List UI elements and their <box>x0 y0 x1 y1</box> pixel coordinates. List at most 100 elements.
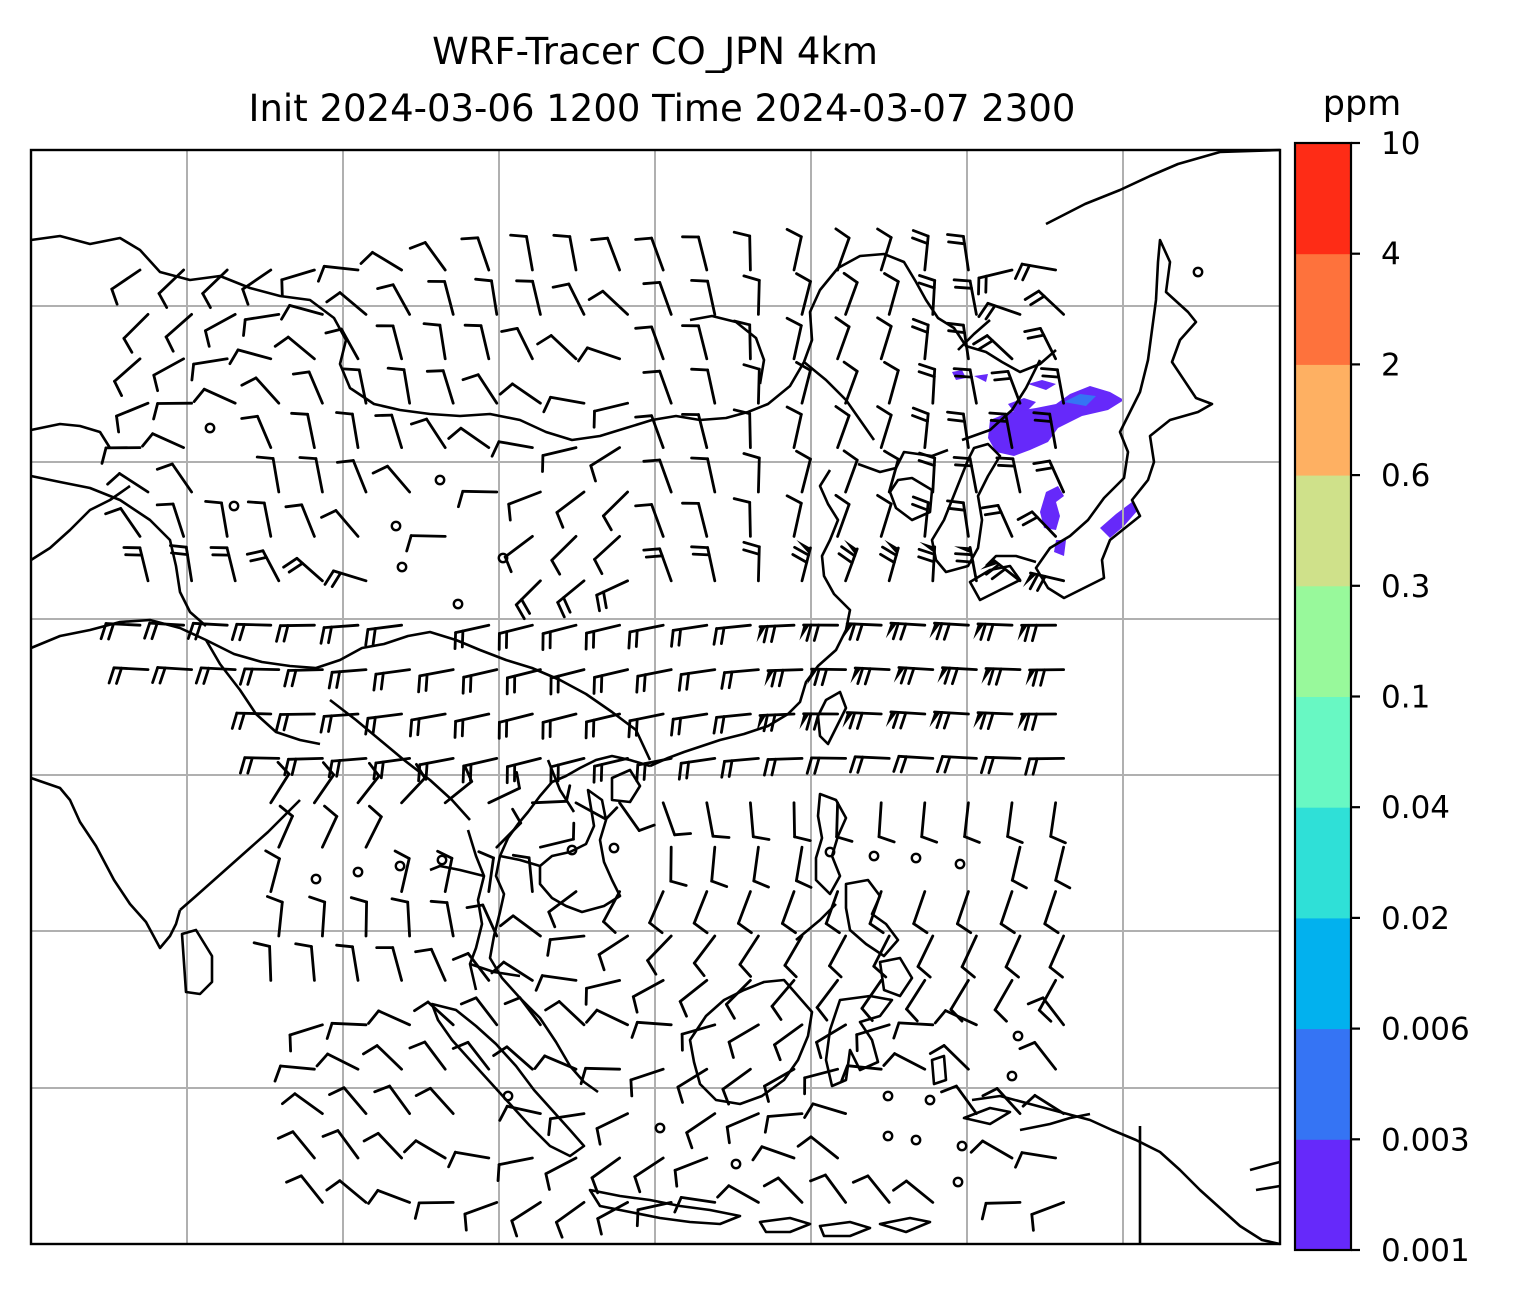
wind-barb <box>763 1067 796 1103</box>
wind-barb <box>592 668 629 695</box>
wind-barb <box>505 757 542 785</box>
wind-barb <box>294 942 316 982</box>
wind-barb <box>749 801 771 841</box>
calm-wind-marker <box>608 842 620 854</box>
colorbar-segment <box>1295 1139 1351 1251</box>
colorbar-tick-label: 2 <box>1381 347 1401 383</box>
wind-barb <box>280 303 324 321</box>
wind-barb <box>912 890 929 935</box>
wind-barb <box>323 569 368 588</box>
wind-barb <box>727 1023 760 1059</box>
wind-barb <box>642 280 673 316</box>
colorbar-tick-label: 0.04 <box>1381 790 1450 826</box>
wind-barb <box>547 890 578 929</box>
wind-barb <box>911 495 930 538</box>
wind-barb <box>690 367 717 405</box>
wind-barb <box>155 462 194 494</box>
wind-barb <box>321 1129 360 1160</box>
wind-barb <box>490 960 534 982</box>
wind-barb <box>842 360 859 405</box>
wind-barb <box>807 667 847 687</box>
calm-wind-marker <box>1006 1070 1018 1082</box>
wind-barb <box>152 357 186 393</box>
wind-barb <box>536 334 578 361</box>
wind-barb <box>115 401 150 434</box>
wind-barb <box>356 761 381 805</box>
calm-wind-marker <box>204 422 216 434</box>
wind-barb <box>425 369 455 405</box>
wind-barb <box>946 321 970 361</box>
wind-barb <box>911 229 930 272</box>
wind-barb <box>487 771 521 805</box>
co-plume-area <box>1100 502 1138 538</box>
wind-barb <box>590 1156 621 1195</box>
wind-barb <box>514 579 542 621</box>
wind-barb <box>1037 979 1057 1023</box>
colorbar: ppm 0.001 0.003 0.006 0.02 0.04 0.1 0.3 0.6 2 4 10 <box>1293 84 1470 1269</box>
wind-barb <box>497 712 534 740</box>
wind-barb <box>595 1112 629 1146</box>
wind-barb <box>690 278 717 316</box>
wind-barb <box>892 1021 935 1040</box>
calm-wind-marker <box>310 873 322 885</box>
wind-barb <box>676 1067 709 1104</box>
calm-wind-marker <box>824 846 836 858</box>
wind-barb <box>242 312 281 337</box>
wind-barb <box>546 934 586 957</box>
wind-barb <box>372 668 412 692</box>
wind-barb <box>498 382 542 405</box>
wind-barb <box>917 362 937 405</box>
wind-barb <box>500 326 534 361</box>
wind-barb <box>1032 459 1065 494</box>
wind-barb <box>630 1020 673 1039</box>
wind-barb <box>367 1009 412 1027</box>
wind-barb <box>627 712 665 739</box>
wind-barb <box>157 268 186 309</box>
wind-barb <box>988 411 1014 450</box>
colorbar-tick-label: 0.02 <box>1381 901 1450 937</box>
wind-barb <box>490 440 534 458</box>
wind-barb <box>555 1201 586 1239</box>
wind-barb <box>544 1000 586 1027</box>
wind-barb <box>100 446 142 465</box>
wind-barb <box>725 1112 760 1145</box>
wind-barb <box>635 668 673 694</box>
wind-barb <box>319 712 360 734</box>
wind-barb <box>371 464 412 494</box>
wind-barb <box>1014 262 1057 282</box>
wind-barb <box>879 539 900 583</box>
wind-barb <box>920 801 939 844</box>
wind-barb <box>791 540 812 583</box>
wind-barb <box>283 668 324 688</box>
calm-wind-marker <box>434 474 446 486</box>
calm-wind-marker <box>952 1176 964 1188</box>
wind-barb <box>783 934 804 979</box>
wind-barb <box>290 411 316 450</box>
wind-barb <box>277 804 294 849</box>
wind-barb <box>186 621 229 641</box>
wind-barb <box>335 459 368 494</box>
wind-barb <box>122 546 150 583</box>
wind-barb <box>192 387 237 405</box>
wind-barb <box>436 849 454 893</box>
wind-barb <box>738 934 760 978</box>
wind-barb <box>453 712 491 739</box>
wind-barb <box>952 367 978 405</box>
wind-barb <box>885 621 927 641</box>
wind-barb <box>364 804 383 849</box>
wind-barb <box>451 1040 491 1071</box>
wind-barb <box>905 979 927 1023</box>
wind-barb <box>364 712 404 736</box>
wind-barb <box>928 1044 970 1071</box>
wind-barb <box>834 405 851 450</box>
wind-barb <box>732 408 752 450</box>
wind-barb <box>273 335 316 361</box>
colorbar-ticks: 0.001 0.003 0.006 0.02 0.04 0.1 0.3 0.6 2 4 10 <box>1351 126 1470 1269</box>
wind-barb <box>929 621 970 641</box>
wind-barb <box>141 432 186 450</box>
wind-barb <box>341 367 368 405</box>
wind-barb <box>361 1044 404 1071</box>
co-plume-area <box>988 386 1124 456</box>
wind-barb <box>1006 801 1024 844</box>
wind-barb <box>756 712 796 733</box>
